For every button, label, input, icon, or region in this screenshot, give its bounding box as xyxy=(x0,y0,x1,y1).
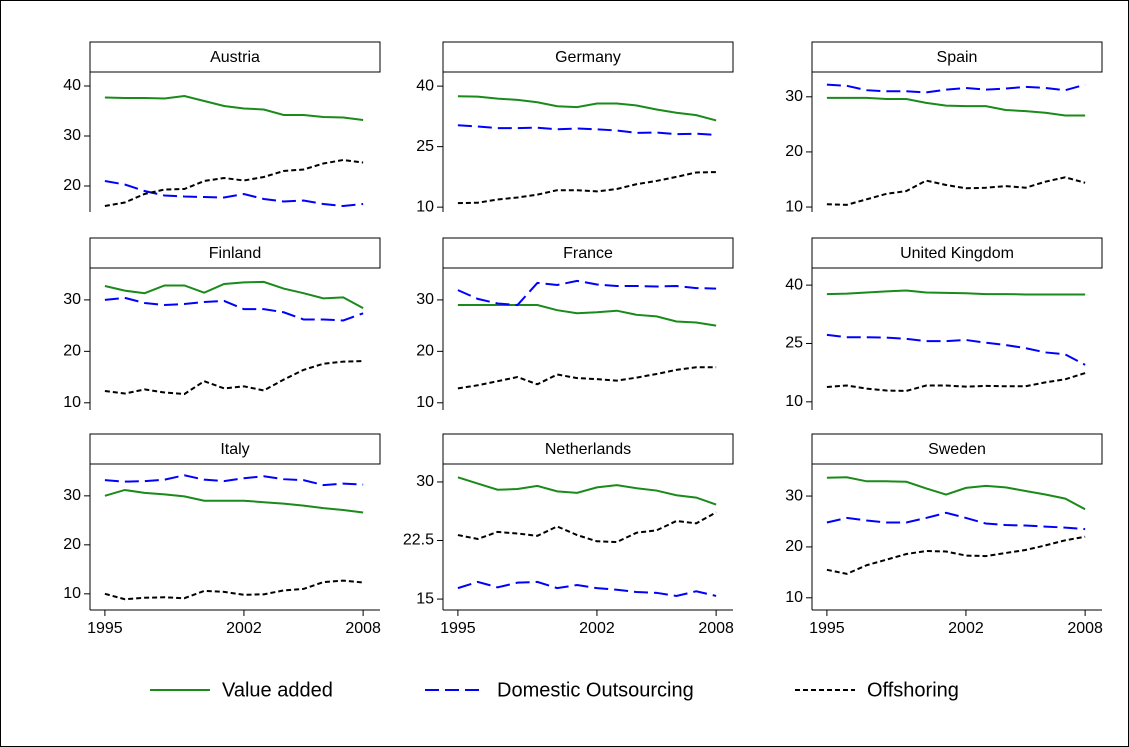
series-line xyxy=(826,96,1086,117)
y-tick-label: 10 xyxy=(416,198,434,215)
series-line xyxy=(826,83,1086,94)
series-line xyxy=(457,279,717,307)
y-tick-label: 25 xyxy=(416,138,434,155)
panel-title: United Kingdom xyxy=(900,245,1014,262)
panel-header xyxy=(89,433,381,465)
legend-label: Domestic Outsourcing xyxy=(497,679,694,701)
series-line xyxy=(826,372,1086,392)
panel-title: Spain xyxy=(937,49,978,66)
panel-title: Italy xyxy=(220,441,249,458)
series-line xyxy=(826,333,1086,366)
y-tick-label: 30 xyxy=(63,127,81,144)
series-line xyxy=(104,94,364,121)
series-line xyxy=(826,176,1086,206)
series-line xyxy=(104,180,364,208)
panel-title: Austria xyxy=(210,49,260,66)
series-line xyxy=(826,476,1086,511)
y-tick-label: 20 xyxy=(63,343,81,360)
series-line xyxy=(826,535,1086,575)
y-tick-label: 25 xyxy=(785,335,803,352)
series-line xyxy=(104,488,364,514)
y-tick-label: 40 xyxy=(785,276,803,293)
series-line xyxy=(457,580,717,597)
x-tick-label: 2008 xyxy=(345,620,381,637)
y-tick-label: 40 xyxy=(63,77,81,94)
panel-header xyxy=(811,41,1103,73)
x-tick-label: 2002 xyxy=(226,620,262,637)
series-line xyxy=(457,95,717,122)
x-tick-label: 2008 xyxy=(1067,620,1103,637)
panel-header xyxy=(811,237,1103,269)
x-tick-label: 1995 xyxy=(809,620,845,637)
panel-header xyxy=(442,433,734,465)
y-tick-label: 30 xyxy=(416,473,434,490)
panel-title: France xyxy=(563,245,613,262)
series-line xyxy=(104,360,364,396)
series-line xyxy=(457,366,717,390)
x-tick-label: 2008 xyxy=(698,620,734,637)
panel-header xyxy=(811,433,1103,465)
series-line xyxy=(104,296,364,322)
series-line xyxy=(457,171,717,205)
x-tick-label: 2002 xyxy=(948,620,984,637)
x-tick-label: 1995 xyxy=(87,620,123,637)
y-tick-label: 10 xyxy=(63,585,81,602)
y-tick-label: 10 xyxy=(785,393,803,410)
panel-title: Sweden xyxy=(928,441,986,458)
legend-label: Offshoring xyxy=(867,679,959,701)
y-tick-label: 30 xyxy=(63,291,81,308)
series-line xyxy=(826,511,1086,531)
panel-header xyxy=(442,41,734,73)
series-line xyxy=(104,474,364,487)
legend-label: Value added xyxy=(222,679,333,701)
x-tick-label: 1995 xyxy=(440,620,476,637)
y-tick-label: 15 xyxy=(416,590,434,607)
series-line xyxy=(826,289,1086,296)
y-tick-label: 30 xyxy=(785,487,803,504)
y-tick-label: 20 xyxy=(785,143,803,160)
y-tick-label: 30 xyxy=(63,487,81,504)
y-tick-label: 20 xyxy=(785,538,803,555)
panel-title: Netherlands xyxy=(545,441,631,458)
y-tick-label: 10 xyxy=(416,394,434,411)
y-tick-label: 40 xyxy=(416,77,434,94)
series-line xyxy=(457,304,717,327)
y-tick-label: 20 xyxy=(63,536,81,553)
series-line xyxy=(457,511,717,544)
y-tick-label: 30 xyxy=(416,291,434,308)
y-tick-label: 20 xyxy=(416,343,434,360)
y-tick-label: 22.5 xyxy=(403,532,434,549)
y-tick-label: 10 xyxy=(785,589,803,606)
panel-header xyxy=(89,41,381,73)
panel-header xyxy=(442,237,734,269)
panel-title: Finland xyxy=(209,245,261,262)
series-line xyxy=(457,476,717,506)
y-tick-label: 10 xyxy=(63,394,81,411)
series-line xyxy=(104,280,364,310)
panel-title: Germany xyxy=(555,49,621,66)
series-line xyxy=(104,579,364,601)
series-line xyxy=(457,124,717,136)
y-tick-label: 20 xyxy=(63,177,81,194)
y-tick-label: 30 xyxy=(785,88,803,105)
panel-header xyxy=(89,237,381,269)
x-tick-label: 2002 xyxy=(579,620,615,637)
y-tick-label: 10 xyxy=(785,198,803,215)
